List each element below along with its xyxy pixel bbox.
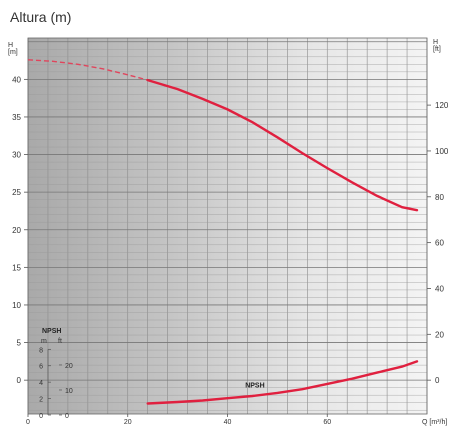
npsh-inset-title: NPSH	[42, 328, 61, 335]
npsh-inset-m-tick-label: 2	[39, 397, 43, 404]
npsh-inset-ft-label: ft	[58, 338, 62, 345]
npsh-curve-label: NPSH	[245, 383, 264, 390]
left-axis-tick-label: 10	[12, 301, 21, 310]
x-axis-tick-label: 60	[323, 419, 331, 426]
npsh-inset-m-tick-label: 4	[39, 380, 43, 387]
left-axis-tick-label: 25	[12, 188, 21, 197]
npsh-inset-ft-tick-label: 20	[65, 363, 73, 370]
right-axis-tick-label: 40	[435, 284, 444, 293]
right-axis-unit-label: H	[433, 39, 438, 46]
head-curve	[146, 78, 419, 212]
x-axis-tick-label: 20	[124, 419, 132, 426]
left-axis-tick-label: 30	[12, 151, 21, 160]
left-axis-unit-label: H	[8, 42, 13, 49]
right-axis-tick-label: 20	[435, 330, 444, 339]
x-axis-unit-label: Q [m³/h]	[422, 419, 447, 426]
right-axis-tick-label: 100	[435, 147, 449, 156]
npsh-inset-m-tick-label: 6	[39, 364, 43, 371]
right-axis-tick-label: 120	[435, 101, 449, 110]
npsh-inset-m-tick-label: 8	[39, 347, 43, 354]
right-axis-unit-label: [ft]	[433, 46, 441, 53]
left-axis-tick-label: 40	[12, 75, 21, 84]
left-axis-tick-label: 0	[17, 376, 22, 385]
left-axis-unit-label: [m]	[8, 49, 18, 56]
right-axis-tick-label: 80	[435, 193, 444, 202]
npsh-inset-m-label: m	[41, 338, 47, 345]
npsh-inset-ft-tick-label: 10	[65, 388, 73, 395]
left-axis-tick-label: 15	[12, 263, 21, 272]
npsh-inset-ft-tick-label: 0	[65, 413, 69, 420]
left-axis-tick-label: 5	[17, 339, 22, 348]
x-axis-tick-label: 0	[26, 419, 30, 426]
head-curve-extrapolated	[27, 59, 148, 81]
npsh-inset-m-tick-label: 0	[39, 413, 43, 420]
chart-title: Altura (m)	[10, 9, 72, 25]
x-axis-tick-label: 40	[224, 419, 232, 426]
left-axis-tick-label: 35	[12, 113, 21, 122]
right-axis-tick-label: 0	[435, 376, 440, 385]
right-axis-tick-label: 60	[435, 239, 444, 248]
npsh-curve	[146, 360, 419, 405]
left-axis-tick-label: 20	[12, 226, 21, 235]
